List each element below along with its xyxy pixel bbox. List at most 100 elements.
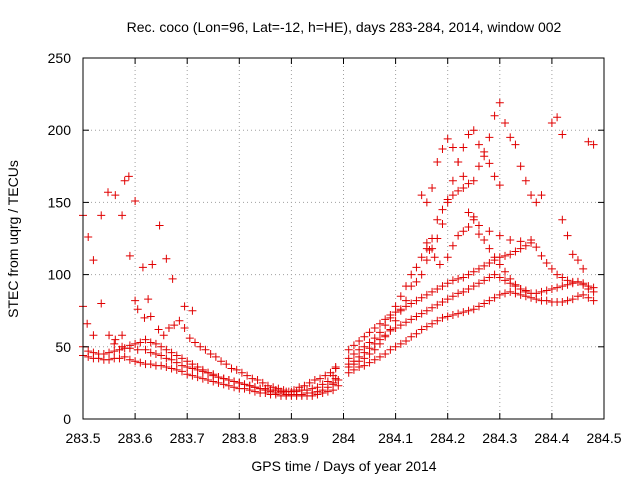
data-point xyxy=(396,292,405,301)
data-point xyxy=(464,222,473,231)
data-point xyxy=(485,259,494,268)
data-point xyxy=(316,374,325,383)
data-point xyxy=(537,191,546,200)
data-point xyxy=(438,282,447,291)
data-point xyxy=(97,211,106,220)
x-tick-label: 284.2 xyxy=(430,430,465,446)
data-point xyxy=(131,196,140,205)
data-point xyxy=(553,270,562,279)
data-point xyxy=(448,143,457,152)
data-point xyxy=(227,364,236,373)
data-point xyxy=(480,235,489,244)
data-point xyxy=(428,234,437,243)
data-point xyxy=(433,316,442,325)
x-tick-label: 284.3 xyxy=(482,430,517,446)
data-point xyxy=(428,319,437,328)
data-point xyxy=(303,386,312,395)
data-point xyxy=(495,260,504,269)
data-point xyxy=(105,355,114,364)
data-point xyxy=(584,293,593,302)
data-point xyxy=(464,270,473,279)
data-point xyxy=(177,361,186,370)
data-point xyxy=(191,338,200,347)
data-point xyxy=(417,309,426,318)
data-point xyxy=(209,371,218,380)
data-point xyxy=(313,383,322,392)
x-tick-labels: 283.5 283.6 283.7 283.8 283.9 284 284.1 284.2 28… xyxy=(65,430,621,446)
data-point xyxy=(422,198,431,207)
data-point xyxy=(89,256,98,265)
data-point xyxy=(323,387,332,396)
y-tick-labels: 0 50 100 150 200 250 xyxy=(48,50,72,427)
data-point xyxy=(542,259,551,268)
data-point xyxy=(144,295,153,304)
data-point xyxy=(438,298,447,307)
data-point xyxy=(474,221,483,230)
data-point xyxy=(355,352,364,361)
data-point xyxy=(402,282,411,291)
data-points xyxy=(79,98,598,400)
x-tick-label: 283.6 xyxy=(118,430,153,446)
data-point xyxy=(292,387,301,396)
data-point xyxy=(490,293,499,302)
data-point xyxy=(495,273,504,282)
x-tick-label: 283.5 xyxy=(65,430,100,446)
data-point xyxy=(211,352,220,361)
data-point xyxy=(511,289,520,298)
data-point xyxy=(97,299,106,308)
data-point xyxy=(185,334,194,343)
data-point xyxy=(464,306,473,315)
data-point xyxy=(396,305,405,314)
data-point xyxy=(253,376,262,385)
data-point xyxy=(537,251,546,260)
data-point xyxy=(448,292,457,301)
x-tick-label: 284.4 xyxy=(534,430,569,446)
data-point xyxy=(443,279,452,288)
data-point xyxy=(433,215,442,224)
data-point xyxy=(105,331,114,340)
data-point xyxy=(318,380,327,389)
data-point xyxy=(188,364,197,373)
data-point xyxy=(146,348,155,357)
grid-lines xyxy=(83,58,604,419)
data-point xyxy=(136,358,145,367)
data-point xyxy=(589,296,598,305)
data-point xyxy=(222,360,231,369)
data-point xyxy=(196,342,205,351)
data-point xyxy=(386,326,395,335)
data-point xyxy=(365,328,374,337)
data-point xyxy=(448,276,457,285)
data-point xyxy=(558,273,567,282)
data-point xyxy=(391,342,400,351)
y-tick-label: 50 xyxy=(55,339,71,355)
data-point xyxy=(485,133,494,142)
data-point xyxy=(563,231,572,240)
data-point xyxy=(407,315,416,324)
data-point xyxy=(329,378,338,387)
data-point xyxy=(474,140,483,149)
data-point xyxy=(172,351,181,360)
data-point xyxy=(490,256,499,265)
data-point xyxy=(180,302,189,311)
data-point xyxy=(422,256,431,265)
data-point xyxy=(435,260,444,269)
data-point xyxy=(459,287,468,296)
data-point xyxy=(157,351,166,360)
data-point xyxy=(167,348,176,357)
data-point xyxy=(568,250,577,259)
data-point xyxy=(360,348,369,357)
data-point xyxy=(151,339,160,348)
data-point xyxy=(250,383,259,392)
data-point xyxy=(183,363,192,372)
data-point xyxy=(124,172,133,181)
data-point xyxy=(240,380,249,389)
data-point xyxy=(201,345,210,354)
data-point xyxy=(323,377,332,386)
data-point xyxy=(521,286,530,295)
data-point xyxy=(443,312,452,321)
data-point xyxy=(501,118,510,127)
data-point xyxy=(125,355,134,364)
data-point xyxy=(105,348,114,357)
data-point xyxy=(527,191,536,200)
